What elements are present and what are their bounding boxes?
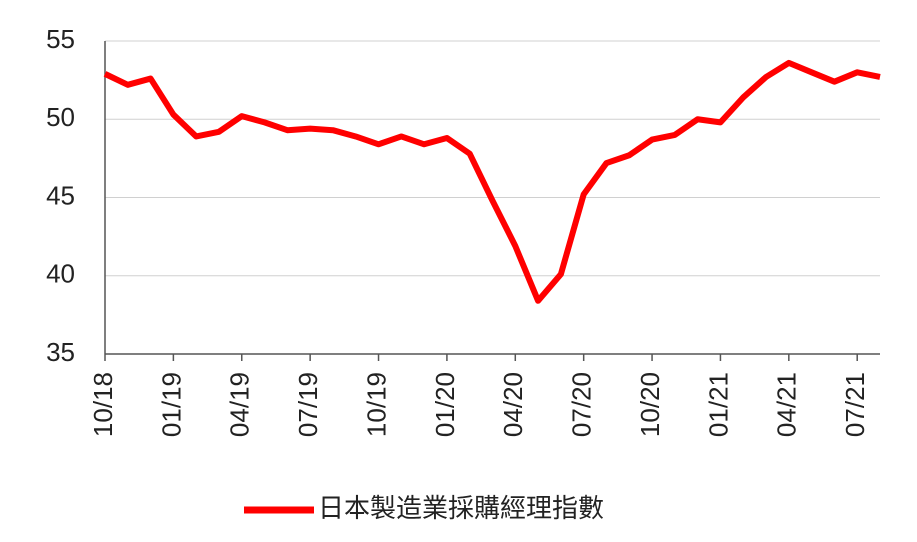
x-tick-label: 01/20	[430, 372, 460, 437]
x-tick-label: 07/20	[567, 372, 597, 437]
x-tick-label: 07/19	[293, 372, 323, 437]
x-tick-label: 01/19	[156, 372, 186, 437]
x-tick-label: 10/20	[635, 372, 665, 437]
x-tick-label: 07/21	[840, 372, 870, 437]
legend-label: 日本製造業採購經理指數	[318, 493, 604, 523]
x-tick-label: 01/21	[703, 372, 733, 437]
x-tick-label: 04/19	[225, 372, 255, 437]
x-tick-label: 10/19	[361, 372, 391, 437]
y-tick-label: 35	[46, 337, 75, 367]
line	[103, 59, 881, 304]
y-tick-label: 40	[46, 259, 75, 289]
y-tick-label: 45	[46, 180, 75, 210]
y-tick-label: 55	[46, 24, 75, 54]
y-tick-label: 50	[46, 102, 75, 132]
x-tick-label: 10/18	[88, 372, 118, 437]
x-tick-label: 04/20	[498, 372, 528, 437]
x-tick-label: 04/21	[772, 372, 802, 437]
